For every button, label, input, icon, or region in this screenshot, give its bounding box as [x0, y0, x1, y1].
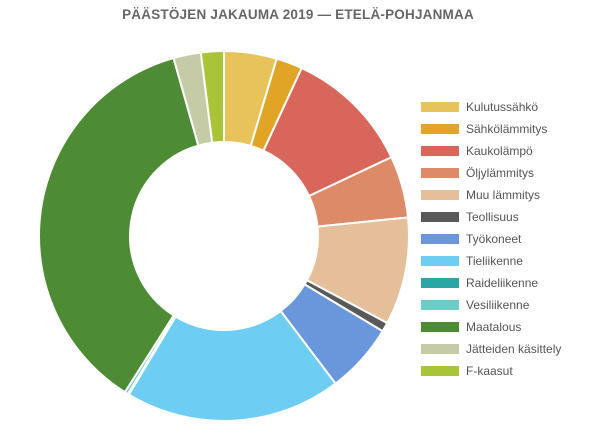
- legend-item-kaukolampo[interactable]: Kaukolämpö: [421, 140, 561, 162]
- legend-item-oljylammitys[interactable]: Öljylämmitys: [421, 162, 561, 184]
- legend-label: Jätteiden käsittely: [466, 342, 562, 356]
- legend-item-maatalous[interactable]: Maatalous: [421, 316, 561, 338]
- legend-label: Kulutussähkö: [466, 100, 539, 114]
- slice-maatalous[interactable]: [38, 57, 200, 394]
- legend-label: Öljylämmitys: [466, 166, 534, 180]
- legend-swatch: [421, 322, 459, 332]
- legend-item-teollisuus[interactable]: Teollisuus: [421, 206, 561, 228]
- legend-swatch: [421, 212, 459, 222]
- legend-item-jatteiden-kasittely[interactable]: Jätteiden käsittely: [421, 338, 561, 360]
- legend-item-raideliikenne[interactable]: Raideliikenne: [421, 272, 561, 294]
- legend-label: Maatalous: [466, 320, 522, 334]
- legend-label: Raideliikenne: [466, 276, 539, 290]
- legend-swatch: [421, 256, 459, 266]
- legend-label: Kaukolämpö: [466, 144, 533, 158]
- legend-label: Työkoneet: [466, 232, 522, 246]
- legend-item-vesiliikenne[interactable]: Vesiliikenne: [421, 294, 561, 316]
- legend-item-f-kaasut[interactable]: F-kaasut: [421, 360, 561, 382]
- slice-f-kaasut[interactable]: [199, 50, 225, 144]
- legend-swatch: [421, 124, 459, 134]
- legend-item-kulutussahko[interactable]: Kulutussähkö: [421, 96, 561, 118]
- slice-tieliikenne[interactable]: [127, 309, 337, 422]
- legend-item-tyokoneet[interactable]: Työkoneet: [421, 228, 561, 250]
- legend-label: Vesiliikenne: [466, 298, 530, 312]
- legend-label: Sähkölämmitys: [466, 122, 548, 136]
- legend-swatch: [421, 234, 459, 244]
- legend-swatch: [421, 168, 459, 178]
- legend-item-tieliikenne[interactable]: Tieliikenne: [421, 250, 561, 272]
- legend-swatch: [421, 278, 459, 288]
- legend-item-sahkolammitys[interactable]: Sähkölämmitys: [421, 118, 561, 140]
- legend-item-muu-lammitys[interactable]: Muu lämmitys: [421, 184, 561, 206]
- legend-label: Tieliikenne: [466, 254, 523, 268]
- legend-swatch: [421, 146, 459, 156]
- legend: Kulutussähkö Sähkölämmitys Kaukolämpö Öljyl…: [421, 96, 561, 382]
- legend-swatch: [421, 366, 459, 376]
- legend-label: Muu lämmitys: [466, 188, 541, 202]
- legend-swatch: [421, 102, 459, 112]
- legend-label: F-kaasut: [466, 364, 513, 378]
- chart-title: PÄÄSTÖJEN JAKAUMA 2019 — ETELÄ-POHJANMAA: [122, 7, 474, 22]
- legend-swatch: [421, 190, 459, 200]
- legend-label: Teollisuus: [466, 210, 519, 224]
- legend-swatch: [421, 344, 459, 354]
- legend-swatch: [421, 300, 459, 310]
